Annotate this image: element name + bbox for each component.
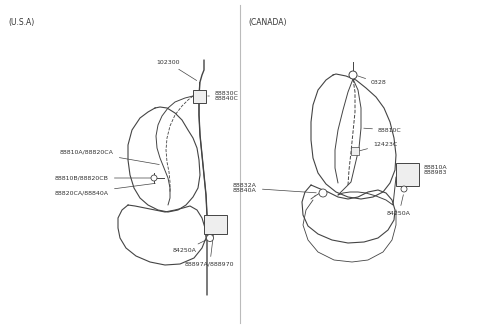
Text: 88810B/88820CB: 88810B/88820CB [55, 175, 155, 180]
Circle shape [151, 175, 157, 181]
Text: 88810C: 88810C [364, 128, 402, 133]
Text: 84250A: 84250A [387, 195, 411, 216]
Text: 88810A
888983: 88810A 888983 [418, 165, 448, 175]
Circle shape [206, 235, 214, 241]
Text: 88832A
88840A: 88832A 88840A [233, 183, 316, 194]
FancyBboxPatch shape [351, 147, 360, 155]
FancyBboxPatch shape [204, 215, 227, 234]
Circle shape [319, 189, 327, 197]
Text: 0328: 0328 [358, 76, 387, 86]
Text: 84250A: 84250A [173, 239, 207, 253]
Text: (U.S.A): (U.S.A) [8, 18, 34, 27]
FancyBboxPatch shape [192, 90, 205, 102]
Text: 88830C
88840C: 88830C 88840C [208, 91, 239, 101]
Text: 102300: 102300 [156, 60, 197, 80]
Text: (CANADA): (CANADA) [248, 18, 287, 27]
Text: 88820CA/88840A: 88820CA/88840A [55, 183, 155, 195]
FancyBboxPatch shape [396, 162, 419, 186]
Circle shape [401, 186, 407, 192]
Circle shape [349, 71, 357, 79]
Text: 88897A/888970: 88897A/888970 [185, 225, 235, 267]
Text: 88810A/88820CA: 88810A/88820CA [60, 150, 159, 165]
Text: 12423C: 12423C [358, 141, 397, 151]
